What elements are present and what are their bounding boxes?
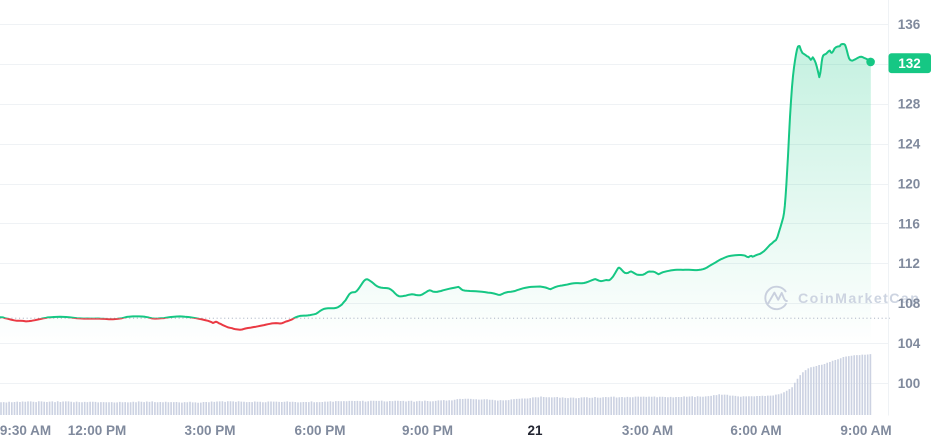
svg-text:136: 136 xyxy=(898,17,921,32)
svg-text:9:00 PM: 9:00 PM xyxy=(402,423,453,438)
svg-text:9:00 AM: 9:00 AM xyxy=(840,423,891,438)
svg-text:116: 116 xyxy=(898,216,920,231)
svg-text:3:00 AM: 3:00 AM xyxy=(622,423,673,438)
svg-text:21: 21 xyxy=(527,423,543,438)
svg-text:120: 120 xyxy=(898,177,921,192)
svg-text:9:30 AM: 9:30 AM xyxy=(0,423,51,438)
svg-text:3:00 PM: 3:00 PM xyxy=(184,423,235,438)
svg-text:6:00 PM: 6:00 PM xyxy=(294,423,345,438)
svg-text:112: 112 xyxy=(898,256,920,271)
svg-text:108: 108 xyxy=(898,296,921,311)
svg-text:124: 124 xyxy=(898,137,921,152)
svg-text:132: 132 xyxy=(898,56,921,71)
svg-text:104: 104 xyxy=(898,336,921,351)
svg-text:128: 128 xyxy=(898,97,921,112)
svg-text:100: 100 xyxy=(898,376,921,391)
svg-text:6:00 AM: 6:00 AM xyxy=(730,423,781,438)
svg-text:CoinMarketCap: CoinMarketCap xyxy=(798,291,920,307)
svg-text:12:00 PM: 12:00 PM xyxy=(68,423,127,438)
